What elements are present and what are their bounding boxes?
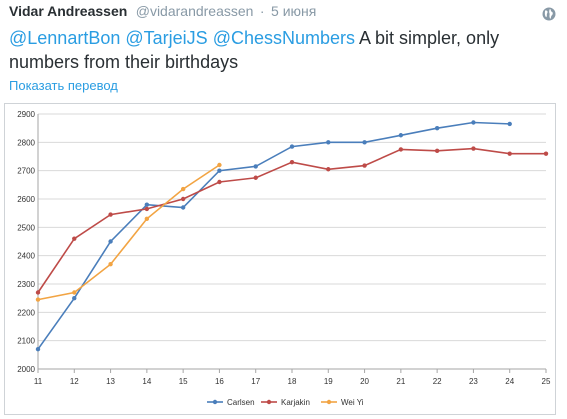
mention-lennartbon[interactable]: @LennartBon — [9, 28, 121, 48]
legend-label-wei-yi: Wei Yi — [341, 398, 364, 407]
x-tick-label: 19 — [324, 377, 333, 386]
data-point-karjakin — [471, 146, 476, 151]
tweet-timestamp[interactable]: 5 июня — [271, 3, 317, 19]
globe-icon[interactable] — [542, 7, 556, 21]
x-tick-label: 13 — [106, 377, 115, 386]
x-tick-label: 17 — [251, 377, 260, 386]
tweet-text: @LennartBon @TarjeiJS @ChessNumbers A bi… — [9, 26, 549, 74]
legend-marker-carlsen — [212, 399, 218, 405]
series-line-wei-yi — [37, 164, 220, 301]
data-point-carlsen — [180, 205, 186, 210]
x-tick-label: 24 — [505, 377, 514, 386]
x-tick-label: 11 — [34, 377, 43, 386]
y-tick-label: 2600 — [17, 195, 35, 204]
x-tick-label: 12 — [70, 377, 79, 386]
x-tick-label: 16 — [215, 377, 224, 386]
x-tick-label: 22 — [433, 377, 442, 386]
y-tick-label: 2100 — [17, 337, 35, 346]
data-point-karjakin — [326, 167, 331, 172]
data-point-wei-yi — [180, 186, 186, 192]
chart-image: 2000 2100 2200 2300 2400 2500 2600 2700 2800 2900… — [4, 103, 556, 415]
data-point-karjakin — [108, 212, 113, 217]
y-tick-label: 2700 — [17, 167, 35, 176]
data-point-wei-yi — [217, 162, 222, 168]
data-point-carlsen — [434, 125, 440, 131]
data-point-carlsen — [35, 346, 41, 352]
y-tick-label: 2000 — [17, 365, 35, 374]
data-point-carlsen — [108, 239, 113, 244]
data-point-karjakin — [35, 290, 41, 295]
author-handle[interactable]: @vidarandreassen — [135, 3, 254, 19]
x-tick-label: 18 — [288, 377, 297, 386]
data-point-wei-yi — [144, 216, 150, 222]
y-tick-label: 2800 — [17, 138, 35, 147]
data-point-carlsen — [253, 164, 258, 169]
x-tick-label: 23 — [469, 377, 478, 386]
header-separator: · — [259, 3, 265, 19]
legend-label-carlsen: Carlsen — [227, 398, 255, 407]
y-tick-label: 2400 — [17, 252, 35, 261]
data-point-karjakin — [289, 159, 295, 165]
data-point-karjakin — [180, 196, 186, 202]
legend-label-karjakin: Karjakin — [281, 398, 310, 407]
x-tick-label: 15 — [179, 377, 188, 386]
data-point-karjakin — [72, 236, 77, 241]
author-name[interactable]: Vidar Andreassen — [9, 3, 128, 19]
data-point-carlsen — [289, 144, 295, 149]
x-tick-label: 25 — [542, 377, 551, 386]
data-point-karjakin — [253, 175, 258, 180]
mention-chessnumbers[interactable]: @ChessNumbers — [212, 28, 355, 48]
x-tick-label: 21 — [396, 377, 405, 386]
data-point-wei-yi — [72, 290, 77, 295]
rating-chart: 2000 2100 2200 2300 2400 2500 2600 2700 2800 2900… — [17, 110, 551, 407]
tweet-header: Vidar Andreassen @vidarandreassen · 5 ию… — [9, 3, 558, 23]
data-point-carlsen — [471, 120, 476, 125]
legend-marker-wei-yi — [326, 399, 332, 405]
y-tick-label: 2900 — [17, 110, 35, 119]
data-point-karjakin — [362, 163, 367, 168]
data-point-karjakin — [398, 147, 404, 152]
mention-tarjeijs[interactable]: @TarjeiJS — [125, 28, 208, 48]
data-point-carlsen — [144, 202, 150, 207]
data-point-carlsen — [362, 140, 367, 145]
data-point-karjakin — [507, 151, 512, 156]
data-point-carlsen — [507, 121, 512, 127]
legend-marker-karjakin — [266, 399, 272, 405]
data-point-karjakin — [434, 148, 440, 154]
data-point-carlsen — [217, 168, 222, 173]
x-tick-label: 14 — [142, 377, 151, 386]
data-point-carlsen — [326, 140, 331, 145]
data-point-wei-yi — [108, 261, 113, 267]
data-point-karjakin — [543, 151, 549, 156]
y-tick-label: 2300 — [17, 280, 35, 289]
y-tick-label: 2200 — [17, 308, 35, 317]
data-point-karjakin — [144, 206, 150, 212]
data-point-carlsen — [398, 133, 404, 138]
y-tick-label: 2500 — [17, 223, 35, 232]
tweet-body-text: A bit simpler, only numbers from their b… — [9, 28, 500, 72]
series-line-carlsen — [37, 121, 510, 350]
data-point-carlsen — [72, 295, 77, 301]
data-point-wei-yi — [35, 297, 41, 302]
x-tick-label: 20 — [360, 377, 369, 386]
data-point-karjakin — [217, 179, 222, 185]
translate-link[interactable]: Показать перевод — [9, 78, 118, 93]
